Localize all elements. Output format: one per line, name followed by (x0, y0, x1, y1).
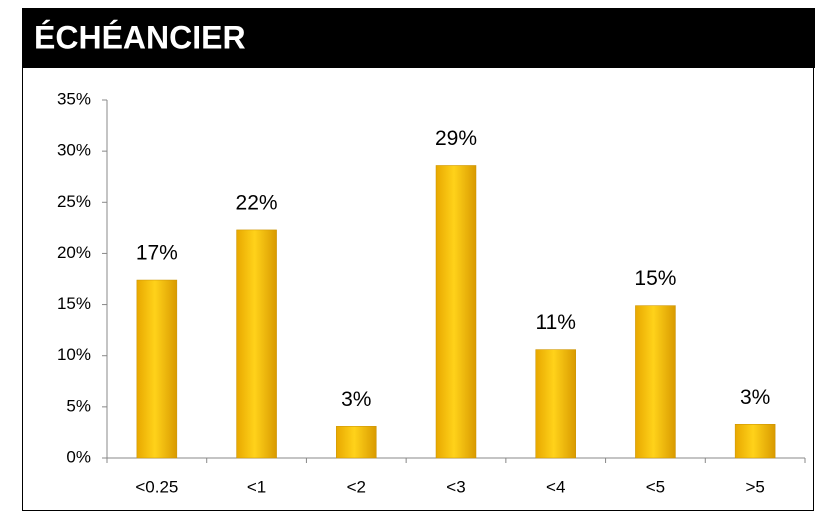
value-label: 22% (236, 191, 278, 214)
bar (535, 349, 576, 459)
bar (635, 305, 676, 459)
chart-title: ÉCHÉANCIER (34, 19, 246, 55)
value-label: 17% (136, 242, 178, 265)
value-label: 29% (435, 127, 477, 150)
x-tick-label: <4 (546, 477, 565, 496)
value-label: 15% (634, 267, 676, 290)
x-tick-label: <2 (347, 477, 366, 496)
y-tick-label: 20% (57, 243, 91, 262)
x-tick-label: <5 (646, 477, 665, 496)
y-tick-label: 35% (57, 89, 91, 108)
y-tick-label: 5% (66, 396, 91, 415)
y-tick-label: 15% (57, 294, 91, 313)
bar (734, 423, 776, 459)
x-tick-label: <3 (446, 477, 465, 496)
y-tick-label: 10% (57, 345, 91, 364)
y-tick-label: 30% (57, 141, 91, 160)
y-tick-label: 25% (57, 192, 91, 211)
x-tick-label: <1 (247, 477, 266, 496)
bar (136, 279, 178, 459)
bar (336, 426, 377, 459)
value-label: 3% (740, 386, 770, 409)
x-tick-label: >5 (745, 477, 764, 496)
bar (236, 229, 277, 459)
value-label: 3% (341, 388, 371, 411)
header-bar (22, 8, 815, 68)
value-label: 11% (535, 311, 575, 334)
y-tick-label: 0% (66, 447, 91, 466)
bar (435, 165, 477, 459)
x-tick-label: <0.25 (135, 477, 178, 496)
